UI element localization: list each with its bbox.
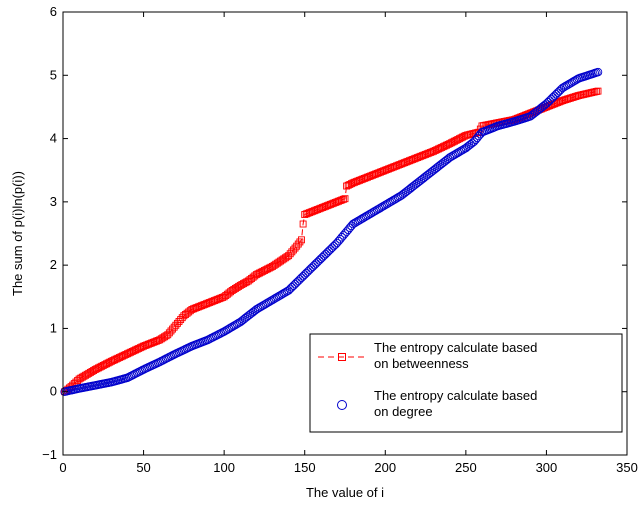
data-point — [314, 256, 324, 265]
data-point — [295, 275, 305, 284]
x-tick-label: 200 — [374, 460, 396, 475]
y-tick-label: 6 — [50, 4, 57, 19]
data-point — [297, 273, 306, 283]
data-point — [302, 268, 311, 278]
x-tick-label: 50 — [136, 460, 150, 475]
data-point — [311, 259, 321, 268]
data-point — [292, 278, 301, 287]
data-point — [341, 195, 349, 203]
y-tick-label: 4 — [50, 131, 57, 146]
x-tick-label: 300 — [536, 460, 558, 475]
legend-label: The entropy calculate based — [374, 340, 537, 355]
data-point — [329, 241, 338, 251]
data-point — [287, 283, 297, 292]
data-point — [308, 262, 318, 271]
y-tick-label: 3 — [50, 194, 57, 209]
data-point — [313, 257, 322, 267]
data-point — [316, 254, 326, 264]
data-point — [298, 271, 308, 281]
data-point — [299, 220, 307, 228]
data-point — [543, 97, 553, 107]
legend-marker — [338, 353, 346, 361]
data-point — [290, 279, 300, 289]
data-point — [339, 195, 347, 203]
data-point — [303, 267, 313, 276]
data-point — [468, 138, 477, 148]
legend-box — [309, 333, 623, 433]
x-axis-label: The value of i — [306, 485, 384, 500]
data-series — [60, 67, 603, 396]
data-point — [289, 281, 298, 290]
data-point — [310, 260, 319, 270]
data-point — [553, 88, 562, 97]
data-point — [294, 276, 303, 286]
data-point — [319, 251, 329, 260]
data-point — [300, 270, 309, 279]
data-point — [321, 249, 330, 259]
data-point — [550, 91, 559, 101]
legend-label: The entropy calculate based — [374, 388, 537, 403]
data-point — [327, 243, 337, 252]
data-point — [305, 265, 314, 275]
data-point — [545, 96, 554, 105]
y-tick-label: −1 — [42, 447, 57, 462]
data-point — [324, 246, 334, 256]
data-point — [285, 284, 295, 294]
legend-label: on betweenness — [374, 356, 469, 371]
y-tick-label: 1 — [50, 320, 57, 335]
data-point — [594, 87, 602, 95]
data-point — [548, 93, 558, 102]
legend-marker — [337, 400, 347, 410]
series-degree — [60, 67, 603, 396]
data-point — [284, 286, 293, 295]
legend-label: on degree — [374, 404, 433, 419]
y-tick-label: 0 — [50, 384, 57, 399]
data-point — [298, 236, 305, 244]
data-point — [542, 99, 551, 109]
data-point — [593, 67, 603, 77]
data-point — [551, 90, 561, 99]
x-tick-label: 250 — [455, 460, 477, 475]
series-betweenness — [61, 87, 602, 396]
x-tick-label: 100 — [213, 460, 235, 475]
y-axis-label: The sum of p(i)ln(p(i)) — [10, 171, 25, 296]
data-point — [318, 252, 327, 262]
data-point — [306, 264, 316, 273]
data-point — [296, 238, 304, 246]
data-point — [323, 248, 332, 257]
x-tick-label: 350 — [616, 460, 638, 475]
x-tick-label: 150 — [294, 460, 316, 475]
data-point — [540, 100, 550, 110]
axes-frame — [62, 11, 628, 456]
data-point — [547, 94, 556, 104]
y-tick-label: 5 — [50, 67, 57, 82]
y-tick-label: 2 — [50, 257, 57, 272]
data-point — [326, 245, 335, 254]
x-tick-label: 0 — [59, 460, 66, 475]
